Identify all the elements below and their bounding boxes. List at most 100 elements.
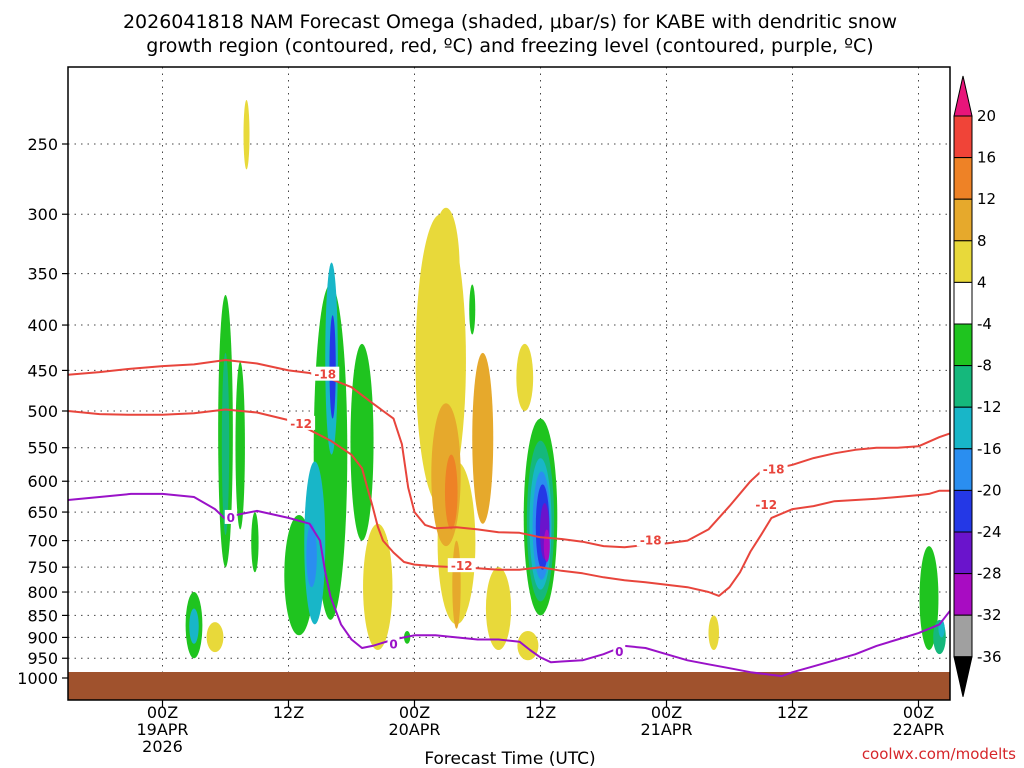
omega-cell [516, 343, 534, 412]
colorbar-segment [953, 115, 973, 159]
omega-cell [432, 207, 460, 330]
colorbar-label: -36 [977, 648, 1002, 666]
omega-cell [708, 615, 719, 651]
x-tick-label: 2026 [142, 737, 183, 756]
x-tick-label: 21APR [640, 720, 692, 739]
x-tick-label: 12Z [273, 703, 304, 722]
x-tick-label: 00Z [903, 703, 934, 722]
y-tick-label: 650 [27, 503, 58, 522]
colorbar-segment [953, 365, 973, 408]
contour-label: -12 [451, 559, 473, 573]
omega-cell [543, 529, 550, 563]
omega-cell [206, 622, 224, 653]
colorbar-label: 16 [977, 149, 996, 167]
contour-label-bg [759, 461, 788, 476]
x-tick-label: 12Z [777, 703, 808, 722]
contour-label: -12 [755, 498, 777, 512]
y-tick-label: 950 [27, 649, 58, 668]
colorbar-segment [953, 240, 973, 283]
plot-frame [67, 66, 951, 701]
y-tick-label: 550 [27, 439, 58, 458]
colorbar-segment [953, 573, 973, 616]
y-tick-label: 400 [27, 316, 58, 335]
colorbar-cap-top [953, 75, 973, 117]
y-tick-label: 250 [27, 135, 58, 154]
contour-label: -12 [290, 417, 312, 431]
omega-cell [472, 352, 494, 524]
x-tick-label: 00Z [651, 703, 682, 722]
contour-label: -18 [314, 368, 336, 382]
x-tick-label: 00Z [399, 703, 430, 722]
colorbar-segment [953, 157, 973, 200]
colorbar-segment [953, 198, 973, 242]
omega-cell [235, 361, 245, 530]
colorbar-label: 20 [977, 107, 996, 125]
y-tick-label: 800 [27, 583, 58, 602]
x-axis-label: Forecast Time (UTC) [424, 749, 595, 768]
omega-cell [517, 630, 539, 661]
y-tick-label: 900 [27, 628, 58, 647]
contour-label-bg [311, 366, 340, 381]
y-tick-label: 700 [27, 532, 58, 551]
contour-label: -18 [640, 534, 662, 548]
omega-cell [350, 343, 374, 541]
freezing-level-contour [68, 492, 950, 678]
colorbar-label: 12 [977, 190, 996, 208]
colorbar-label: -32 [977, 606, 1002, 624]
colorbar-label: -4 [977, 315, 992, 333]
y-tick-label: 500 [27, 402, 58, 421]
y-axis-ticks: 250 300 350 400 450 500 550 600 650 700 750 800 850 9… [17, 135, 68, 688]
contour-label-bg [447, 558, 476, 573]
colorbar-label: -24 [977, 523, 1002, 541]
y-tick-label: 1000 [17, 669, 58, 688]
omega-cell [251, 512, 259, 573]
contour-label: 0 [389, 638, 397, 652]
omega-cell [189, 608, 199, 644]
colorbar-segment [953, 406, 973, 450]
contour-label-bg [752, 496, 781, 511]
colorbar-label: -8 [977, 357, 992, 375]
contour-label: 0 [615, 645, 623, 659]
y-tick-label: 450 [27, 361, 58, 380]
colorbar-label: -20 [977, 481, 1002, 499]
colorbar-segment [953, 489, 973, 533]
contour-labels: -18 -12 -12 -18 -18 -12 0 0 0 [224, 366, 788, 659]
x-tick-label: 20APR [388, 720, 440, 739]
x-tick-label: 22APR [892, 720, 944, 739]
omega-cell [243, 99, 250, 170]
y-tick-label: 350 [27, 265, 58, 284]
x-tick-label: 12Z [525, 703, 556, 722]
colorbar-segment [953, 614, 973, 658]
x-tick-label: 19APR [136, 720, 188, 739]
omega-shading [185, 99, 946, 661]
chart-title-line2: growth region (contoured, red, ºC) and f… [146, 35, 873, 57]
contour-label-bg [387, 636, 400, 651]
credit-text: coolwx.com/modelts [862, 745, 1016, 763]
omega-cell [221, 352, 230, 536]
omega-cell [919, 546, 939, 651]
chart-title-line1: 2026041818 NAM Forecast Omega (shaded, μ… [123, 11, 897, 33]
dgz-contour [68, 359, 950, 549]
y-tick-label: 850 [27, 606, 58, 625]
x-tick-label: 00Z [147, 703, 178, 722]
colorbar-label: 4 [977, 273, 987, 291]
colorbar-label: -16 [977, 440, 1002, 458]
omega-cell [469, 284, 476, 335]
contour-label: -18 [763, 462, 785, 476]
colorbar-label: 8 [977, 232, 987, 250]
y-tick-label: 300 [27, 205, 58, 224]
contour-label-bg [636, 532, 665, 547]
contour-label-bg [224, 509, 237, 524]
omega-cell [452, 540, 461, 629]
terrain-ground [68, 672, 950, 700]
colorbar-cap-bottom [953, 656, 973, 697]
contour-label-bg [287, 415, 316, 430]
y-tick-label: 600 [27, 472, 58, 491]
colorbar-label: -28 [977, 565, 1002, 583]
colorbar-label: -12 [977, 398, 1002, 416]
colorbar-segment [953, 323, 973, 367]
omega-cell [306, 523, 317, 588]
omega-cell [485, 567, 512, 651]
